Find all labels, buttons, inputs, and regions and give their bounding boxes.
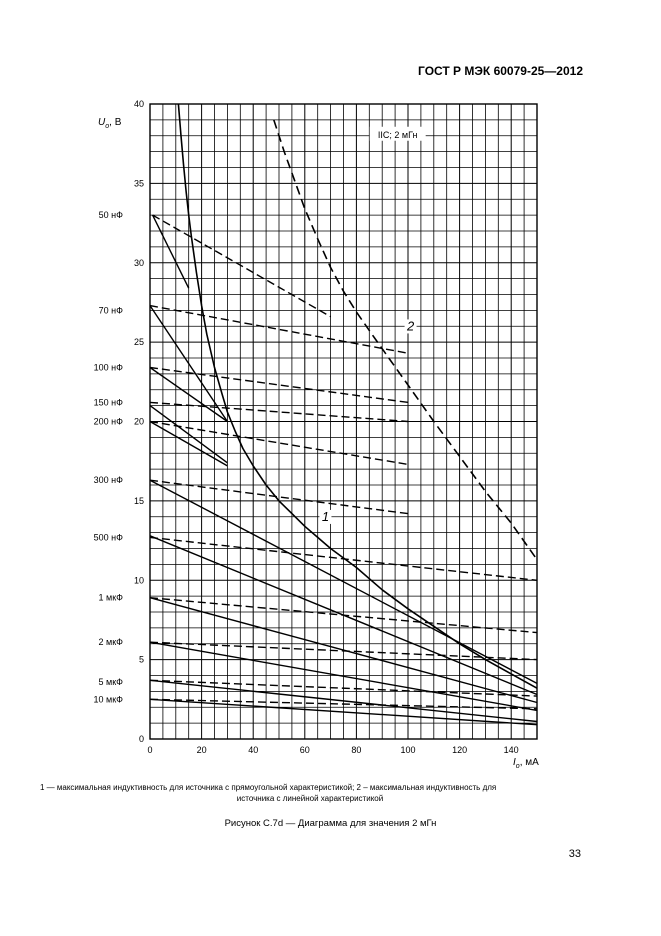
chart-title-box	[369, 126, 426, 141]
series-r1u	[149, 597, 538, 704]
figure-legend: 1 — максимальная индуктивность для источ…	[40, 782, 580, 804]
tick-labels: 0 20 40 60 80 100 120 140 0 5 10 15 20 25 30 35 40	[134, 99, 519, 755]
capacitance-label: 500 нФ	[94, 532, 123, 542]
series-l1u	[149, 597, 538, 634]
x-tick-label: 100	[400, 745, 415, 755]
y-tick-label: 40	[134, 99, 144, 109]
curve-label-bg	[319, 509, 332, 524]
series-curve2	[273, 119, 538, 561]
series-l500	[149, 536, 538, 581]
y-tick-label: 35	[134, 178, 144, 188]
legend-line-1: 1 — максимальная индуктивность для источ…	[40, 783, 497, 792]
document-header: ГОСТ Р МЭК 60079-25—2012	[418, 64, 583, 78]
series-r200	[149, 420, 228, 467]
series-l100	[149, 366, 409, 404]
y-tick-label: 25	[134, 337, 144, 347]
series-l150	[149, 401, 409, 423]
capacitance-label: 50 нФ	[99, 210, 123, 220]
series-l5u	[149, 679, 538, 697]
page-number: 33	[568, 848, 581, 860]
curve-label-bg	[404, 319, 417, 334]
figure-caption: Рисунок С.7d — Диаграмма для значения 2 …	[224, 818, 437, 829]
y-tick-label: 10	[134, 575, 144, 585]
series-l2u	[149, 641, 538, 661]
y-tick-label: 0	[139, 734, 144, 744]
x-tick-label: 60	[300, 745, 310, 755]
series-curve1	[177, 103, 538, 689]
series-r150	[149, 405, 228, 464]
capacitance-labels: 50 нФ 70 нФ 100 нФ 150 нФ 200 нФ 300 нФ 500 нФ…	[94, 210, 124, 704]
chart-title: IIC; 2 мГн	[378, 130, 418, 140]
x-tick-label: 80	[351, 745, 361, 755]
y-tick-label: 30	[134, 258, 144, 268]
x-tick-label: 120	[452, 745, 467, 755]
series-r2u	[149, 641, 538, 712]
legend-line-2: источника с линейной характеристикой	[236, 794, 384, 803]
series-l10u	[149, 698, 538, 710]
series-l200	[149, 420, 409, 466]
chart: 0 20 40 60 80 100 120 140 0 5 10 15 20 25 30 35 40 50 нФ…	[94, 99, 540, 770]
y-axis-label-sub: o	[105, 123, 109, 130]
series-l300	[149, 479, 409, 515]
x-axis-label: Io, мА	[513, 757, 539, 770]
series-r5u	[149, 679, 538, 723]
capacitance-label: 10 мкФ	[94, 694, 124, 704]
x-axis-label-sub: o	[516, 763, 520, 770]
x-tick-label: 40	[248, 745, 258, 755]
y-axis-label: Uo, В	[98, 117, 122, 130]
curve-labels: 12	[319, 318, 417, 524]
capacitance-label: 5 мкФ	[99, 677, 124, 687]
x-tick-label: 0	[147, 745, 152, 755]
y-axis-label-main: U	[98, 117, 106, 128]
capacitance-label: 100 нФ	[94, 363, 123, 373]
capacitance-label: 200 нФ	[94, 417, 123, 427]
chart-grid	[149, 103, 538, 740]
x-axis-label-unit: , мА	[520, 757, 539, 768]
y-tick-label: 5	[139, 655, 144, 665]
curves	[149, 103, 538, 726]
series-r70	[149, 305, 228, 422]
y-tick-label: 15	[134, 496, 144, 506]
series-r10u	[149, 698, 538, 726]
y-axis-label-unit: , В	[109, 117, 122, 128]
curve-label: 1	[322, 509, 329, 524]
capacitance-label: 150 нФ	[94, 397, 123, 407]
capacitance-label: 70 нФ	[99, 305, 123, 315]
capacitance-label: 300 нФ	[94, 475, 123, 485]
x-tick-label: 140	[504, 745, 519, 755]
curve-label: 2	[406, 318, 415, 333]
y-tick-label: 20	[134, 417, 144, 427]
series-l50	[152, 214, 331, 318]
capacitance-label: 1 мкФ	[99, 593, 124, 603]
series-r50	[151, 214, 190, 289]
series-l70	[149, 304, 409, 354]
series-r100	[149, 366, 228, 423]
x-tick-label: 20	[197, 745, 207, 755]
x-axis-label-main: I	[513, 757, 516, 768]
series-r300	[149, 479, 538, 685]
capacitance-label: 2 мкФ	[99, 637, 124, 647]
